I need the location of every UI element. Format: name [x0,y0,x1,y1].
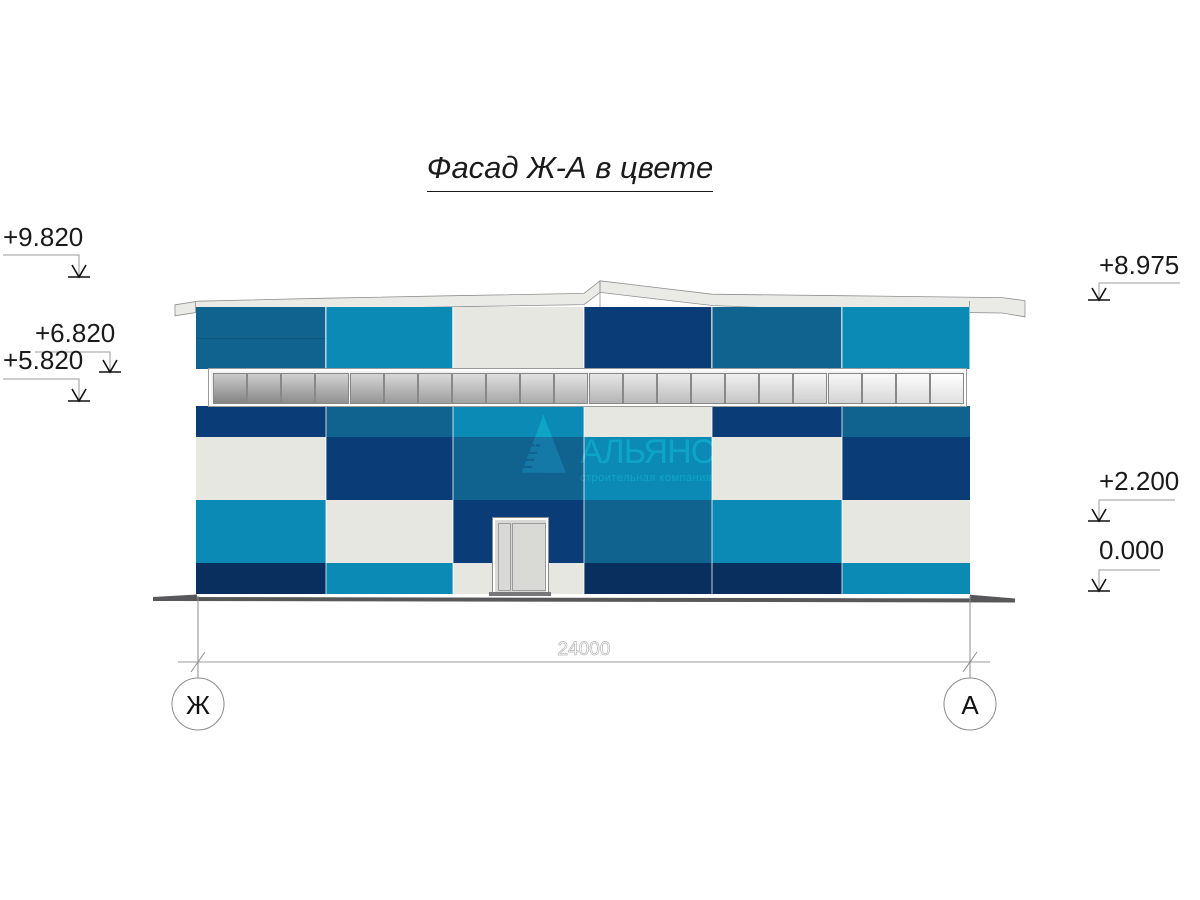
svg-text:24000: 24000 [558,639,611,660]
svg-text:А: А [961,690,979,720]
svg-text:Ж: Ж [186,690,210,720]
